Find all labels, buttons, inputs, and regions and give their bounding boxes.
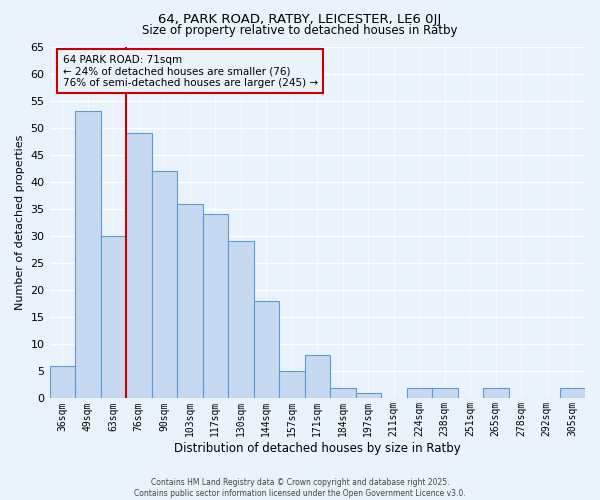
Bar [330, 388, 356, 398]
Bar [203, 214, 228, 398]
Bar [50, 366, 75, 398]
Text: 64 PARK ROAD: 71sqm
← 24% of detached houses are smaller (76)
76% of semi-detach: 64 PARK ROAD: 71sqm ← 24% of detached ho… [62, 54, 317, 88]
Bar [228, 242, 254, 398]
Text: 64, PARK ROAD, RATBY, LEICESTER, LE6 0JJ: 64, PARK ROAD, RATBY, LEICESTER, LE6 0JJ [158, 12, 442, 26]
Bar [279, 372, 305, 398]
Bar [305, 355, 330, 399]
Bar [560, 388, 585, 398]
Bar [254, 301, 279, 398]
Bar [432, 388, 458, 398]
Text: Contains HM Land Registry data © Crown copyright and database right 2025.
Contai: Contains HM Land Registry data © Crown c… [134, 478, 466, 498]
X-axis label: Distribution of detached houses by size in Ratby: Distribution of detached houses by size … [174, 442, 461, 455]
Bar [177, 204, 203, 398]
Bar [75, 112, 101, 399]
Bar [356, 393, 381, 398]
Bar [152, 171, 177, 398]
Text: Size of property relative to detached houses in Ratby: Size of property relative to detached ho… [142, 24, 458, 37]
Bar [483, 388, 509, 398]
Bar [101, 236, 126, 398]
Bar [407, 388, 432, 398]
Y-axis label: Number of detached properties: Number of detached properties [15, 135, 25, 310]
Bar [126, 133, 152, 398]
